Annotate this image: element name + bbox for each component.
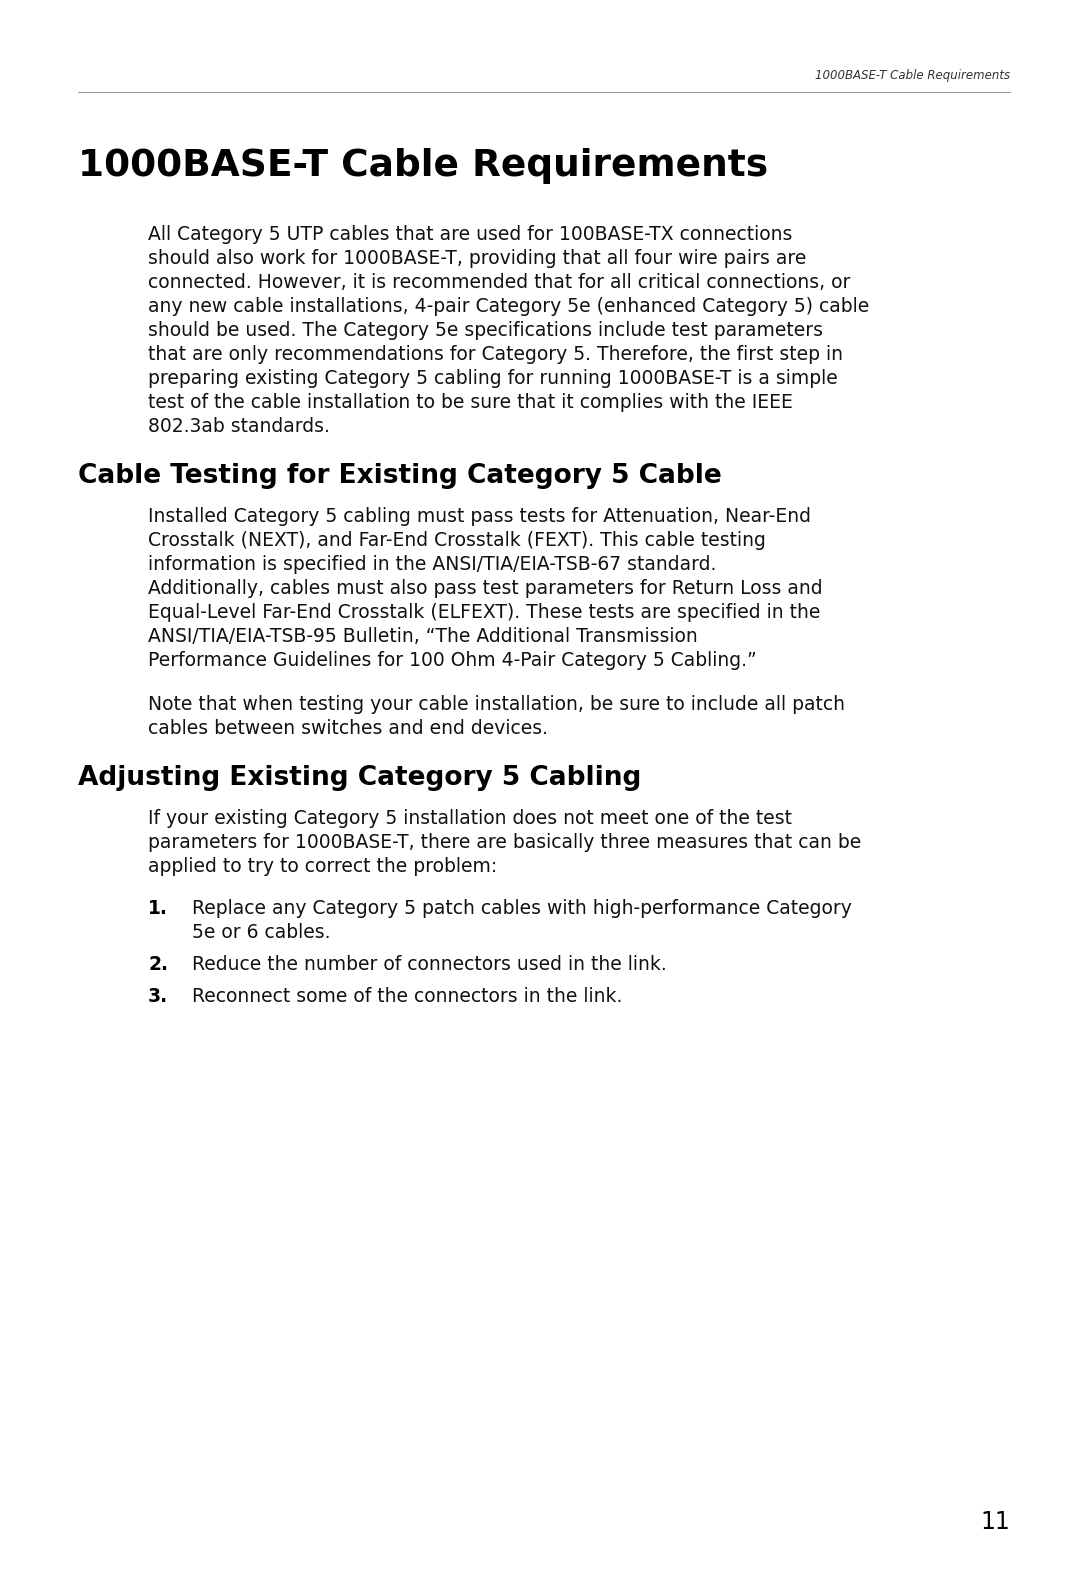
Text: 2.: 2. bbox=[148, 955, 168, 973]
Text: All Category 5 UTP cables that are used for 100BASE-TX connections: All Category 5 UTP cables that are used … bbox=[148, 225, 793, 243]
Text: ANSI/TIA/EIA-TSB-95 Bulletin, “The Additional Transmission: ANSI/TIA/EIA-TSB-95 Bulletin, “The Addit… bbox=[148, 626, 698, 645]
Text: 1.: 1. bbox=[148, 900, 167, 918]
Text: Note that when testing your cable installation, be sure to include all patch: Note that when testing your cable instal… bbox=[148, 696, 845, 714]
Text: any new cable installations, 4-pair Category 5e (enhanced Category 5) cable: any new cable installations, 4-pair Cate… bbox=[148, 297, 869, 316]
Text: Performance Guidelines for 100 Ohm 4-Pair Category 5 Cabling.”: Performance Guidelines for 100 Ohm 4-Pai… bbox=[148, 652, 757, 670]
Text: 3.: 3. bbox=[148, 988, 168, 1006]
Text: If your existing Category 5 installation does not meet one of the test: If your existing Category 5 installation… bbox=[148, 809, 792, 827]
Text: information is specified in the ANSI/TIA/EIA-TSB-67 standard.: information is specified in the ANSI/TIA… bbox=[148, 556, 716, 575]
Text: 5e or 6 cables.: 5e or 6 cables. bbox=[192, 923, 330, 942]
Text: 1000BASE-T Cable Requirements: 1000BASE-T Cable Requirements bbox=[815, 69, 1010, 82]
Text: connected. However, it is recommended that for all critical connections, or: connected. However, it is recommended th… bbox=[148, 273, 850, 292]
Text: Equal-Level Far-End Crosstalk (ELFEXT). These tests are specified in the: Equal-Level Far-End Crosstalk (ELFEXT). … bbox=[148, 603, 821, 622]
Text: Adjusting Existing Category 5 Cabling: Adjusting Existing Category 5 Cabling bbox=[78, 765, 642, 791]
Text: 11: 11 bbox=[981, 1510, 1010, 1534]
Text: Reconnect some of the connectors in the link.: Reconnect some of the connectors in the … bbox=[192, 988, 622, 1006]
Text: parameters for 1000BASE-T, there are basically three measures that can be: parameters for 1000BASE-T, there are bas… bbox=[148, 834, 861, 853]
Text: Replace any Category 5 patch cables with high-performance Category: Replace any Category 5 patch cables with… bbox=[192, 900, 852, 918]
Text: 802.3ab standards.: 802.3ab standards. bbox=[148, 418, 329, 436]
Text: should also work for 1000BASE-T, providing that all four wire pairs are: should also work for 1000BASE-T, providi… bbox=[148, 250, 807, 268]
Text: should be used. The Category 5e specifications include test parameters: should be used. The Category 5e specific… bbox=[148, 320, 823, 341]
Text: Crosstalk (NEXT), and Far-End Crosstalk (FEXT). This cable testing: Crosstalk (NEXT), and Far-End Crosstalk … bbox=[148, 531, 766, 550]
Text: test of the cable installation to be sure that it complies with the IEEE: test of the cable installation to be sur… bbox=[148, 392, 793, 411]
Text: preparing existing Category 5 cabling for running 1000BASE-T is a simple: preparing existing Category 5 cabling fo… bbox=[148, 369, 838, 388]
Text: that are only recommendations for Category 5. Therefore, the first step in: that are only recommendations for Catego… bbox=[148, 345, 843, 364]
Text: Cable Testing for Existing Category 5 Cable: Cable Testing for Existing Category 5 Ca… bbox=[78, 463, 721, 488]
Text: 1000BASE-T Cable Requirements: 1000BASE-T Cable Requirements bbox=[78, 148, 768, 184]
Text: Reduce the number of connectors used in the link.: Reduce the number of connectors used in … bbox=[192, 955, 666, 973]
Text: cables between switches and end devices.: cables between switches and end devices. bbox=[148, 719, 548, 738]
Text: applied to try to correct the problem:: applied to try to correct the problem: bbox=[148, 857, 497, 876]
Text: Installed Category 5 cabling must pass tests for Attenuation, Near-End: Installed Category 5 cabling must pass t… bbox=[148, 507, 811, 526]
Text: Additionally, cables must also pass test parameters for Return Loss and: Additionally, cables must also pass test… bbox=[148, 579, 823, 598]
